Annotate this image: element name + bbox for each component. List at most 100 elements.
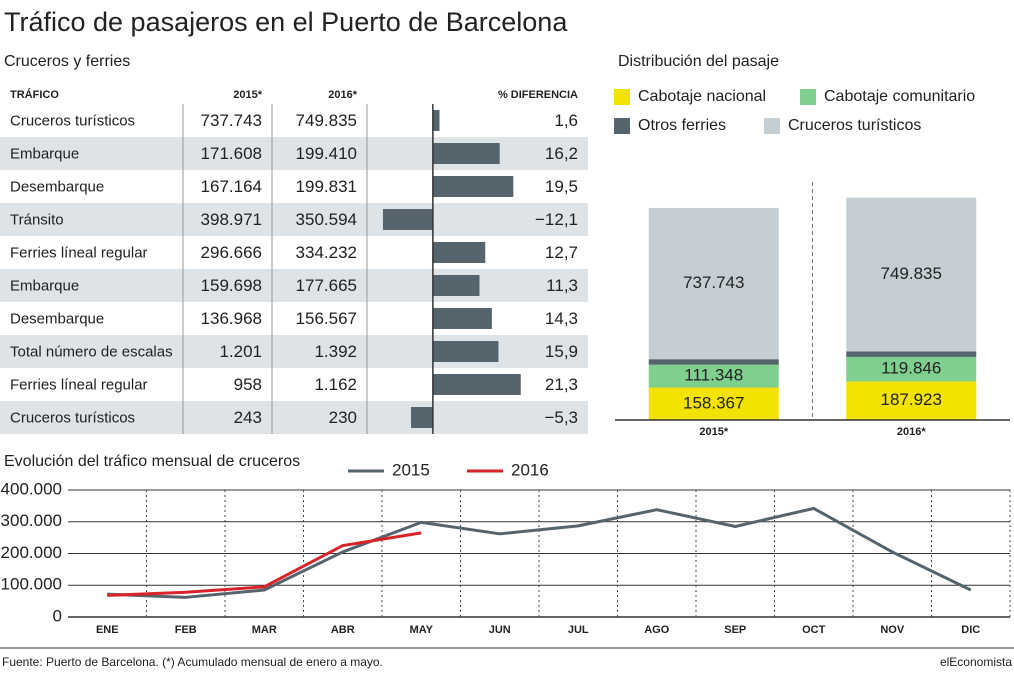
stack-segment <box>846 356 977 382</box>
diff-bar <box>432 176 514 197</box>
x-tick-label: OCT <box>802 624 826 636</box>
diff-label: 16,2 <box>545 144 578 163</box>
diff-bar <box>432 308 492 329</box>
row-label: Total número de escalas <box>10 343 173 360</box>
brand: elEconomista <box>940 655 1012 669</box>
segment-label: 119.846 <box>881 359 941 378</box>
table-header: TRÁFICO <box>10 88 59 101</box>
cell-value: 1.392 <box>314 342 357 361</box>
cell-value: 199.831 <box>296 177 357 196</box>
legend-label: 2015 <box>392 460 430 479</box>
legend-swatch <box>764 118 780 134</box>
page-title: Tráfico de pasajeros en el Puerto de Bar… <box>4 7 568 37</box>
diff-bar <box>432 275 480 296</box>
diff-label: 19,5 <box>545 177 578 196</box>
cell-value: 749.835 <box>296 111 357 130</box>
segment-label: 749.835 <box>881 264 942 283</box>
diff-bar <box>432 374 521 395</box>
diff-label: 15,9 <box>545 342 578 361</box>
x-tick-label: 2015* <box>699 426 728 438</box>
cell-value: 199.410 <box>296 144 357 163</box>
cell-value: 156.567 <box>296 309 357 328</box>
diff-label: −5,3 <box>544 408 578 427</box>
legend-swatch <box>614 89 630 105</box>
stack-segment <box>846 381 977 420</box>
row-label: Cruceros turísticos <box>10 112 135 129</box>
cell-value: 334.232 <box>296 243 357 262</box>
y-tick-label: 200.000 <box>1 543 62 562</box>
diff-label: 14,3 <box>545 309 578 328</box>
row-shade <box>0 269 588 302</box>
source: Fuente: Puerto de Barcelona. (*) Acumula… <box>2 655 383 669</box>
cell-value: 1.201 <box>219 342 262 361</box>
cell-value: 737.743 <box>201 111 262 130</box>
legend-swatch <box>614 118 630 134</box>
x-tick-label: SEP <box>724 624 746 636</box>
x-tick-label: ENE <box>96 624 119 636</box>
table-header: 2016* <box>328 89 357 101</box>
cell-value: 398.971 <box>201 210 262 229</box>
x-tick-label: ABR <box>331 624 355 636</box>
legend-swatch <box>800 89 816 105</box>
x-tick-label: DIC <box>961 624 980 636</box>
segment-label: 158.367 <box>683 393 744 412</box>
cell-value: 167.164 <box>201 177 262 196</box>
cell-value: 177.665 <box>296 276 357 295</box>
x-tick-label: 2016* <box>897 426 926 438</box>
row-label: Embarque <box>10 277 79 294</box>
diff-label: 1,6 <box>554 111 578 130</box>
stack-title: Distribución del pasaje <box>618 53 779 70</box>
x-tick-label: JUL <box>568 624 589 636</box>
y-tick-label: 100.000 <box>1 575 62 594</box>
cell-value: 136.968 <box>201 309 262 328</box>
table-header: 2015* <box>233 89 262 101</box>
cell-value: 171.608 <box>201 144 262 163</box>
x-tick-label: NOV <box>880 624 905 636</box>
stack-segment <box>648 387 779 420</box>
legend-label: Cabotaje nacional <box>638 88 766 105</box>
row-label: Desembarque <box>10 310 104 327</box>
table-header: % DIFERENCIA <box>498 89 578 101</box>
y-tick-label: 300.000 <box>1 511 62 530</box>
table-title: Cruceros y ferries <box>4 53 130 70</box>
row-label: Desembarque <box>10 178 104 195</box>
cell-value: 230 <box>329 408 357 427</box>
stack-segment <box>648 364 779 388</box>
row-label: Ferries líneal regular <box>10 244 148 261</box>
x-tick-label: MAY <box>410 624 434 636</box>
y-tick-label: 0 <box>53 606 62 625</box>
diff-bar <box>432 242 486 263</box>
diff-bar <box>432 143 500 164</box>
diff-label: 12,7 <box>545 243 578 262</box>
row-shade <box>0 137 588 170</box>
diff-bar <box>432 110 440 131</box>
stack-segment <box>846 197 977 352</box>
row-label: Tránsito <box>10 211 64 228</box>
x-tick-label: JUN <box>489 624 511 636</box>
cell-value: 958 <box>234 375 262 394</box>
row-shade <box>0 203 588 236</box>
legend-label: 2016 <box>511 460 549 479</box>
diff-label: −12,1 <box>535 210 578 229</box>
cell-value: 296.666 <box>201 243 262 262</box>
stack-segment <box>846 351 977 357</box>
stack-segment <box>648 207 779 360</box>
cell-value: 1.162 <box>314 375 357 394</box>
x-tick-label: MAR <box>252 624 277 636</box>
line-title: Evolución del tráfico mensual de crucero… <box>4 453 300 470</box>
diff-label: 21,3 <box>545 375 578 394</box>
series-line <box>107 531 422 597</box>
diff-bar <box>411 407 433 428</box>
diff-bar <box>432 341 499 362</box>
row-label: Ferries líneal regular <box>10 376 148 393</box>
y-tick-label: 400.000 <box>1 479 62 498</box>
row-label: Embarque <box>10 145 79 162</box>
row-shade <box>0 401 588 434</box>
stack-segment <box>648 359 779 365</box>
segment-label: 111.348 <box>684 366 743 385</box>
row-label: Cruceros turísticos <box>10 409 135 426</box>
cell-value: 350.594 <box>296 210 357 229</box>
x-tick-label: AGO <box>644 624 670 636</box>
series-line <box>107 506 972 599</box>
